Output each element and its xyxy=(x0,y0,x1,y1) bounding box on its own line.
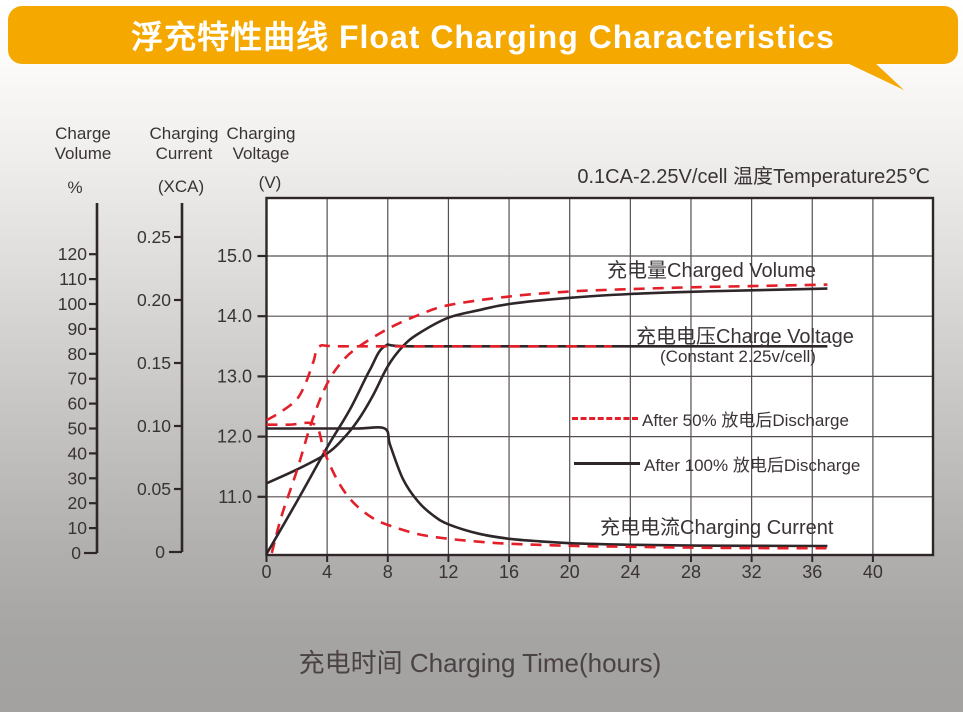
volume-tick-label: 90 xyxy=(68,319,88,339)
current-tick-label: 0.10 xyxy=(137,416,171,436)
x-axis-title: 充电时间 Charging Time(hours) xyxy=(298,648,662,678)
x-tick-label: 4 xyxy=(322,562,332,582)
volume-tick-label: 60 xyxy=(68,394,88,414)
x-tick-label: 28 xyxy=(681,562,701,582)
page-title: 浮充特性曲线 Float Charging Characteristics xyxy=(131,19,835,55)
voltage-tick-label: 15.0 xyxy=(217,246,252,266)
legend-dashed-line-icon xyxy=(572,417,638,420)
volume-tick-label: 80 xyxy=(68,344,88,364)
legend-label-after-100: After 100% 放电后Discharge xyxy=(644,456,861,475)
voltage-tick-label: 12.0 xyxy=(217,427,252,447)
series-charged-volume-100 xyxy=(265,287,828,485)
series-charging-current-50 xyxy=(266,421,828,550)
current-tick-label: 0.15 xyxy=(137,353,171,373)
volume-tick-label: 40 xyxy=(68,443,88,463)
volume-tick-label: 0 xyxy=(71,543,81,563)
current-tick-label: 0 xyxy=(155,542,165,562)
unit-label-percent: % xyxy=(67,178,83,197)
legend-label-after-50: After 50% 放电后Discharge xyxy=(642,411,849,430)
volume-tick-label: 70 xyxy=(68,369,88,389)
x-tick-label: 36 xyxy=(802,562,822,582)
axis-header-charging-current: Charging Current xyxy=(149,124,219,163)
x-tick-label: 12 xyxy=(438,562,458,582)
axis-header-charging-voltage: Charging Voltage xyxy=(226,124,296,163)
volume-tick-label: 100 xyxy=(58,294,87,314)
volume-tick-label: 50 xyxy=(68,419,88,439)
x-tick-label: 20 xyxy=(560,562,580,582)
unit-label-xca: (XCA) xyxy=(157,177,205,196)
series-charge-voltage-50 xyxy=(265,343,613,422)
legend-item-after-100: After 100% 放电后Discharge xyxy=(574,451,860,476)
series-charge-voltage-100 xyxy=(265,343,828,555)
volume-tick-label: 110 xyxy=(59,269,87,289)
annotation-charge-voltage: 充电电压Charge Voltage xyxy=(636,326,854,348)
annotation-charging-current: 充电电流Charging Current xyxy=(600,517,834,539)
title-banner: 浮充特性曲线 Float Charging Characteristics xyxy=(8,6,958,64)
voltage-tick-label: 11.0 xyxy=(218,487,252,507)
x-tick-label: 32 xyxy=(742,562,762,582)
axis-header-charge-volume: Charge Volume xyxy=(54,124,112,163)
banner-tail-icon xyxy=(845,62,904,90)
current-tick-label: 0.05 xyxy=(137,479,171,499)
legend-solid-line-icon xyxy=(574,462,640,465)
legend-item-after-50: After 50% 放电后Discharge xyxy=(572,406,849,431)
voltage-tick-label: 14.0 xyxy=(217,306,252,326)
unit-label-v: (V) xyxy=(258,173,282,192)
series-charging-current-100 xyxy=(266,426,828,548)
annotation-charged-volume: 充电量Charged Volume xyxy=(607,260,816,282)
volume-tick-label: 30 xyxy=(68,468,88,488)
current-tick-label: 0.20 xyxy=(137,290,171,310)
x-tick-label: 40 xyxy=(863,562,883,582)
volume-tick-label: 20 xyxy=(68,493,88,513)
voltage-tick-label: 13.0 xyxy=(217,366,252,386)
condition-label: 0.1CA-2.25V/cell 温度Temperature25℃ xyxy=(577,166,930,188)
volume-tick-label: 10 xyxy=(68,518,88,538)
x-tick-label: 0 xyxy=(261,562,271,582)
annotation-constant-voltage: (Constant 2.25v/cell) xyxy=(660,347,816,366)
volume-tick-label: 120 xyxy=(58,244,87,264)
x-tick-label: 16 xyxy=(499,562,519,582)
x-tick-label: 8 xyxy=(383,562,393,582)
current-tick-label: 0.25 xyxy=(137,227,171,247)
x-tick-label: 24 xyxy=(620,562,640,582)
